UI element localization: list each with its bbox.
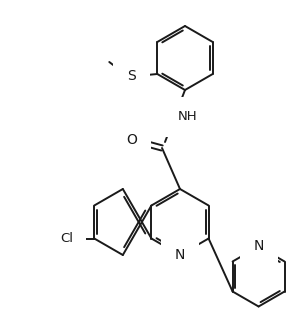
Text: N: N [175,248,185,262]
Text: Cl: Cl [60,232,73,245]
Text: NH: NH [178,111,197,124]
Text: O: O [127,133,137,147]
Text: S: S [127,69,136,83]
Text: N: N [253,239,264,254]
